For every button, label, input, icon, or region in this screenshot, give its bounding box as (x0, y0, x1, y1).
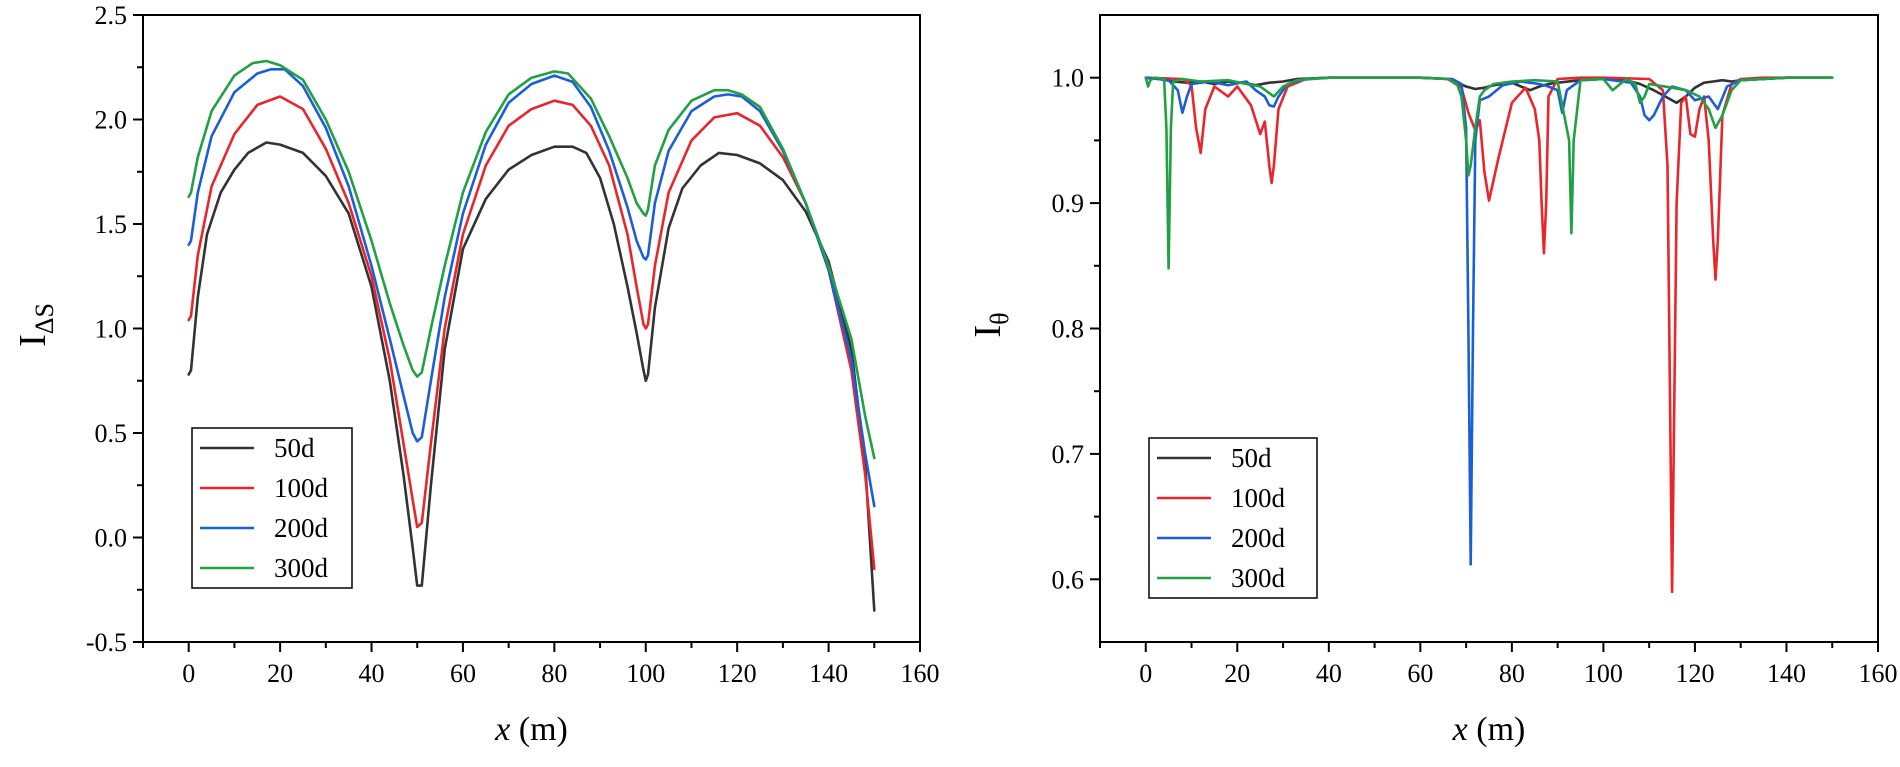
y-tick-label: 0.9 (1052, 189, 1085, 218)
series-line-200d (187, 68, 876, 508)
y-tick-label: -0.5 (86, 628, 127, 657)
y-axis-symbol: I (12, 334, 54, 347)
y-axis-subscript: θ (985, 312, 1014, 324)
series-line-300d (187, 59, 876, 460)
x-tick-label: 160 (901, 659, 940, 688)
x-tick-label: 100 (626, 659, 665, 688)
legend-label-300d: 300d (274, 553, 329, 583)
y-axis-title: IΔS (12, 303, 59, 347)
y-tick-label: 2.5 (95, 1, 128, 30)
legend-label-100d: 100d (1231, 483, 1286, 513)
x-tick-label: 20 (1224, 659, 1250, 688)
y-tick-label: 0.6 (1052, 565, 1085, 594)
series-group (187, 59, 876, 612)
legend-label-200d: 200d (1231, 523, 1286, 553)
x-axis-variable: x (494, 711, 510, 748)
y-axis-subscript: ΔS (30, 303, 59, 334)
x-tick-label: 80 (1499, 659, 1525, 688)
chart-panel-2: 0 20 40 60 80 100 120 140 160 0.6 0.7 0.8 0.9 1.0 x (m… (967, 14, 1898, 748)
x-axis-unit: (m) (510, 711, 568, 748)
x-tick-label: 120 (1675, 659, 1714, 688)
x-tick-label: 120 (718, 659, 757, 688)
x-tick-label: 40 (1316, 659, 1342, 688)
series-group (1144, 76, 1834, 594)
series-line-100d (187, 95, 876, 571)
x-axis-variable: x (1452, 711, 1468, 748)
y-tick-label: 0.0 (95, 524, 128, 553)
x-axis-unit: (m) (1468, 711, 1526, 748)
series-line-50d (187, 141, 876, 612)
chart-panel-1: 0 20 40 60 80 100 120 140 160 -0.5 0.0 0.5 1.0 1.5 2.0… (12, 1, 940, 748)
y-tick-label: 1.5 (95, 210, 128, 239)
x-tick-label: 80 (541, 659, 567, 688)
x-tick-label: 160 (1859, 659, 1898, 688)
x-tick-label: 40 (359, 659, 385, 688)
legend-label-50d: 50d (274, 433, 315, 463)
legend-label-200d: 200d (274, 513, 329, 543)
x-axis-title: x (m) (1452, 711, 1526, 748)
legend-box (191, 427, 353, 589)
x-tick-label: 140 (809, 659, 848, 688)
x-axis-title: x (m) (494, 711, 568, 748)
legend: 50d 100d 200d 300d (191, 427, 353, 589)
y-tick-label: 0.5 (95, 419, 128, 448)
x-tick-label: 60 (1407, 659, 1433, 688)
x-tick-label: 0 (1139, 659, 1152, 688)
x-tick-label: 20 (267, 659, 293, 688)
y-tick-label: 0.7 (1052, 440, 1085, 469)
x-tick-label: 100 (1584, 659, 1623, 688)
y-tick-label: 1.0 (95, 315, 128, 344)
y-axis-symbol: I (967, 325, 1009, 338)
y-axis-title: Iθ (967, 312, 1014, 337)
legend-label-300d: 300d (1231, 563, 1286, 593)
y-tick-label: 1.0 (1052, 64, 1085, 93)
x-tick-label: 60 (450, 659, 476, 688)
legend-label-100d: 100d (274, 473, 329, 503)
legend-label-50d: 50d (1231, 443, 1272, 473)
x-tick-label: 140 (1767, 659, 1806, 688)
legend: 50d 100d 200d 300d (1148, 437, 1318, 599)
legend-box (1148, 437, 1318, 599)
series-line-300d (1144, 76, 1834, 270)
x-tick-label: 0 (182, 659, 195, 688)
y-tick-label: 2.0 (95, 106, 128, 135)
y-tick-label: 0.8 (1052, 315, 1085, 344)
